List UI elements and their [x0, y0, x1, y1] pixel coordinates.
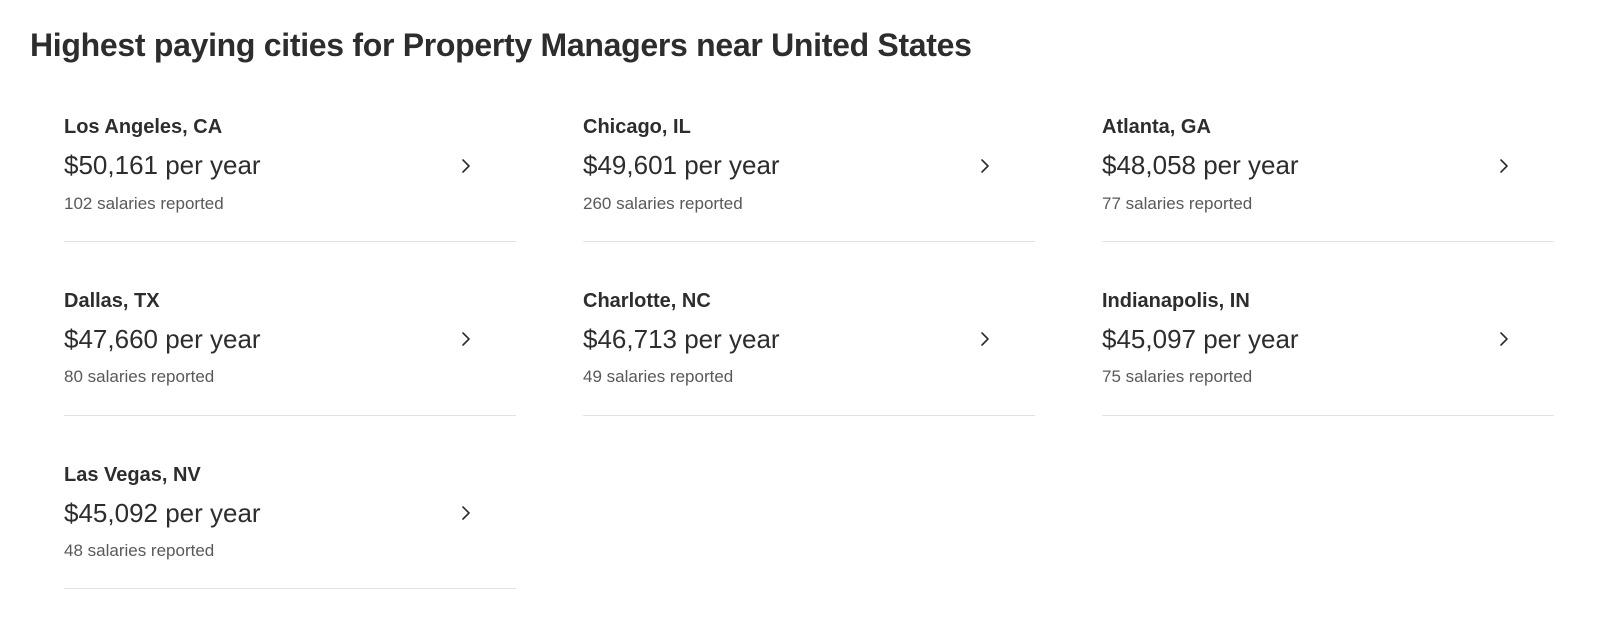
salary-row: $47,660 per year	[64, 323, 516, 356]
chevron-right-icon	[458, 505, 474, 521]
city-name: Atlanta, GA	[1102, 116, 1211, 139]
salary-row: $45,097 per year	[1102, 323, 1554, 356]
city-card-las-vegas[interactable]: Las Vegas, NV $45,092 per year 48 salari…	[64, 462, 516, 590]
salary-row: $49,601 per year	[583, 149, 1035, 182]
salary-value: $45,097 per year	[1102, 323, 1299, 354]
salaries-reported: 102 salaries reported	[64, 193, 224, 213]
salary-row: $48,058 per year	[1102, 149, 1554, 182]
page-title: Highest paying cities for Property Manag…	[30, 27, 972, 63]
salaries-reported: 48 salaries reported	[64, 541, 215, 561]
city-name: Los Angeles, CA	[64, 116, 223, 139]
salaries-reported: 49 salaries reported	[583, 367, 734, 387]
salary-row: $45,092 per year	[64, 497, 516, 530]
chevron-right-icon	[1496, 331, 1512, 347]
salary-value: $49,601 per year	[583, 150, 780, 181]
chevron-right-icon	[458, 158, 474, 174]
city-card-chicago[interactable]: Chicago, IL $49,601 per year 260 salarie…	[583, 114, 1035, 242]
city-card-charlotte[interactable]: Charlotte, NC $46,713 per year 49 salari…	[583, 288, 1035, 416]
city-card-indianapolis[interactable]: Indianapolis, IN $45,097 per year 75 sal…	[1102, 288, 1554, 416]
city-card-dallas[interactable]: Dallas, TX $47,660 per year 80 salaries …	[64, 288, 516, 416]
city-card-los-angeles[interactable]: Los Angeles, CA $50,161 per year 102 sal…	[64, 114, 516, 242]
salary-value: $47,660 per year	[64, 323, 261, 354]
chevron-right-icon	[977, 158, 993, 174]
salary-value: $48,058 per year	[1102, 150, 1299, 181]
salary-value: $45,092 per year	[64, 497, 261, 528]
city-name: Chicago, IL	[583, 116, 691, 139]
chevron-right-icon	[977, 331, 993, 347]
city-name: Dallas, TX	[64, 289, 160, 312]
salaries-reported: 80 salaries reported	[64, 367, 215, 387]
city-card-atlanta[interactable]: Atlanta, GA $48,058 per year 77 salaries…	[1102, 114, 1554, 242]
salary-row: $50,161 per year	[64, 149, 516, 182]
salaries-reported: 77 salaries reported	[1102, 193, 1253, 213]
city-name: Charlotte, NC	[583, 289, 711, 312]
chevron-right-icon	[1496, 158, 1512, 174]
chevron-right-icon	[458, 331, 474, 347]
city-name: Indianapolis, IN	[1102, 289, 1250, 312]
highest-paying-cities-section: Highest paying cities for Property Manag…	[30, 27, 1554, 590]
salaries-reported: 75 salaries reported	[1102, 367, 1253, 387]
city-name: Las Vegas, NV	[64, 463, 201, 486]
salaries-reported: 260 salaries reported	[583, 193, 743, 213]
cities-grid: Los Angeles, CA $50,161 per year 102 sal…	[64, 114, 1554, 590]
salary-row: $46,713 per year	[583, 323, 1035, 356]
salary-value: $46,713 per year	[583, 323, 780, 354]
salary-value: $50,161 per year	[64, 150, 261, 181]
